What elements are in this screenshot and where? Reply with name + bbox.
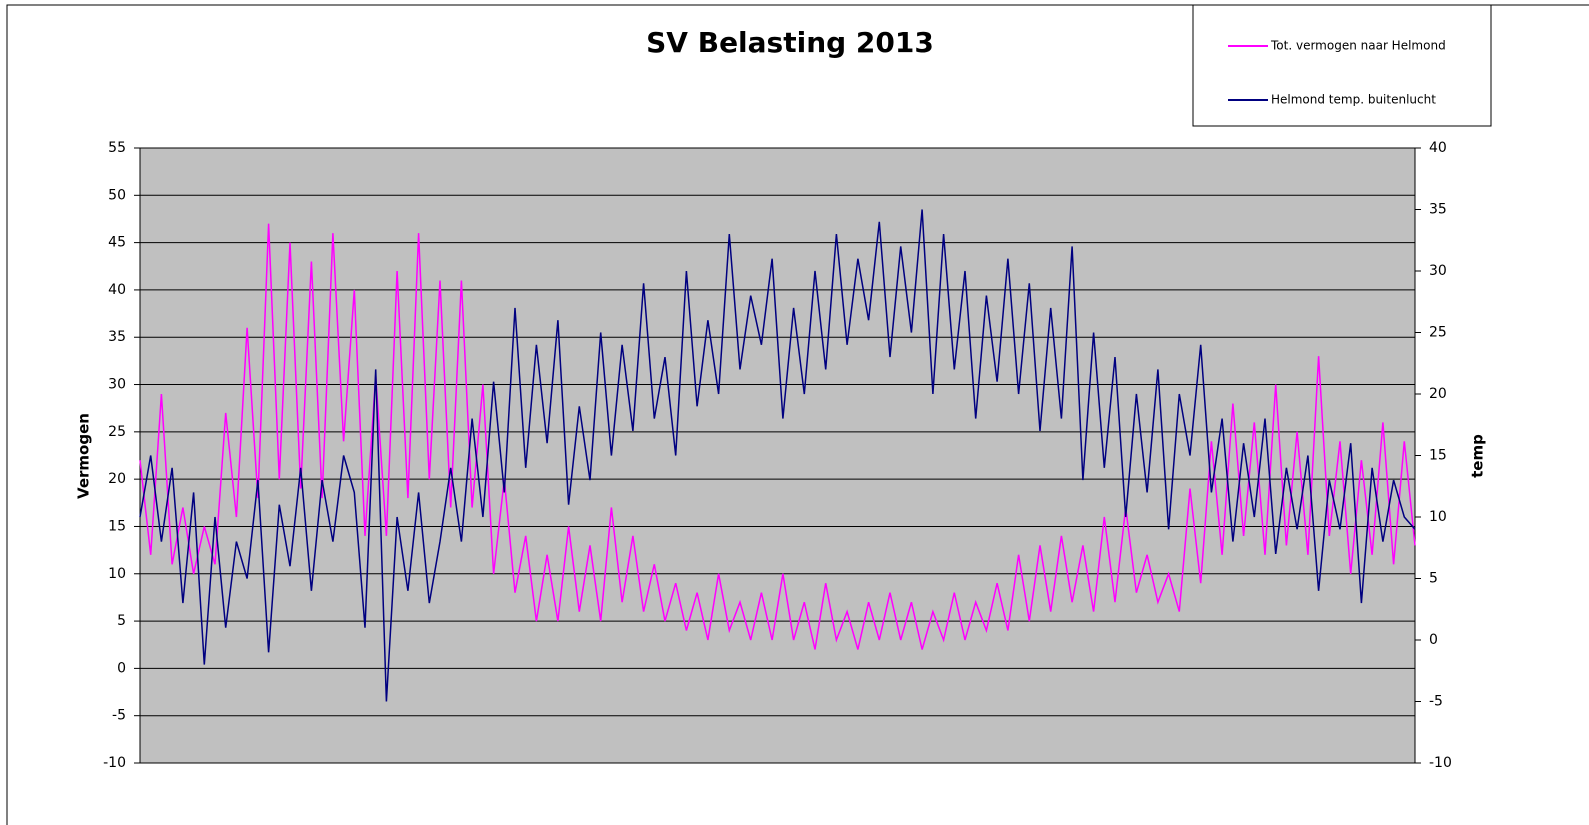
y-tick-label: 10	[108, 566, 126, 582]
y-tick-label: 25	[108, 424, 126, 440]
y2-axis-title: temp	[1469, 434, 1487, 478]
y2-tick-label: 0	[1429, 632, 1438, 648]
y2-tick-label: 40	[1429, 140, 1447, 156]
y-tick-label: 0	[117, 660, 126, 676]
series-line	[139, 209, 1416, 702]
y2-tick-label: -5	[1429, 694, 1443, 710]
legend-label: Tot. vermogen naar Helmond	[1270, 39, 1446, 53]
y2-tick-label: 35	[1429, 202, 1447, 218]
y2-tick-label: 15	[1429, 448, 1447, 464]
y2-tick-label: 30	[1429, 263, 1447, 279]
y-tick-label: 50	[108, 187, 126, 203]
y2-tick-label: -10	[1429, 755, 1452, 771]
y-tick-label: -5	[112, 708, 126, 724]
legend	[1192, 4, 1492, 127]
y-tick-label: 35	[108, 329, 126, 345]
y-tick-label: 30	[108, 377, 126, 393]
y-tick-label: 40	[108, 282, 126, 298]
series-line	[139, 223, 1416, 650]
legend-label: Helmond temp. buitenlucht	[1271, 93, 1436, 107]
y-tick-label: 55	[108, 140, 126, 156]
chart-title: SV Belasting 2013	[646, 26, 934, 59]
y-tick-label: 15	[108, 518, 126, 534]
y-tick-label: 20	[108, 471, 126, 487]
y-tick-label: -10	[103, 755, 126, 771]
y2-tick-label: 5	[1429, 571, 1438, 587]
y-tick-label: 5	[117, 613, 126, 629]
y-axis-title: Vermogen	[75, 413, 93, 499]
y2-tick-label: 20	[1429, 386, 1447, 402]
plot-area	[139, 147, 1416, 764]
y2-tick-label: 10	[1429, 509, 1447, 525]
y2-tick-label: 25	[1429, 325, 1447, 341]
y-tick-label: 45	[108, 235, 126, 251]
